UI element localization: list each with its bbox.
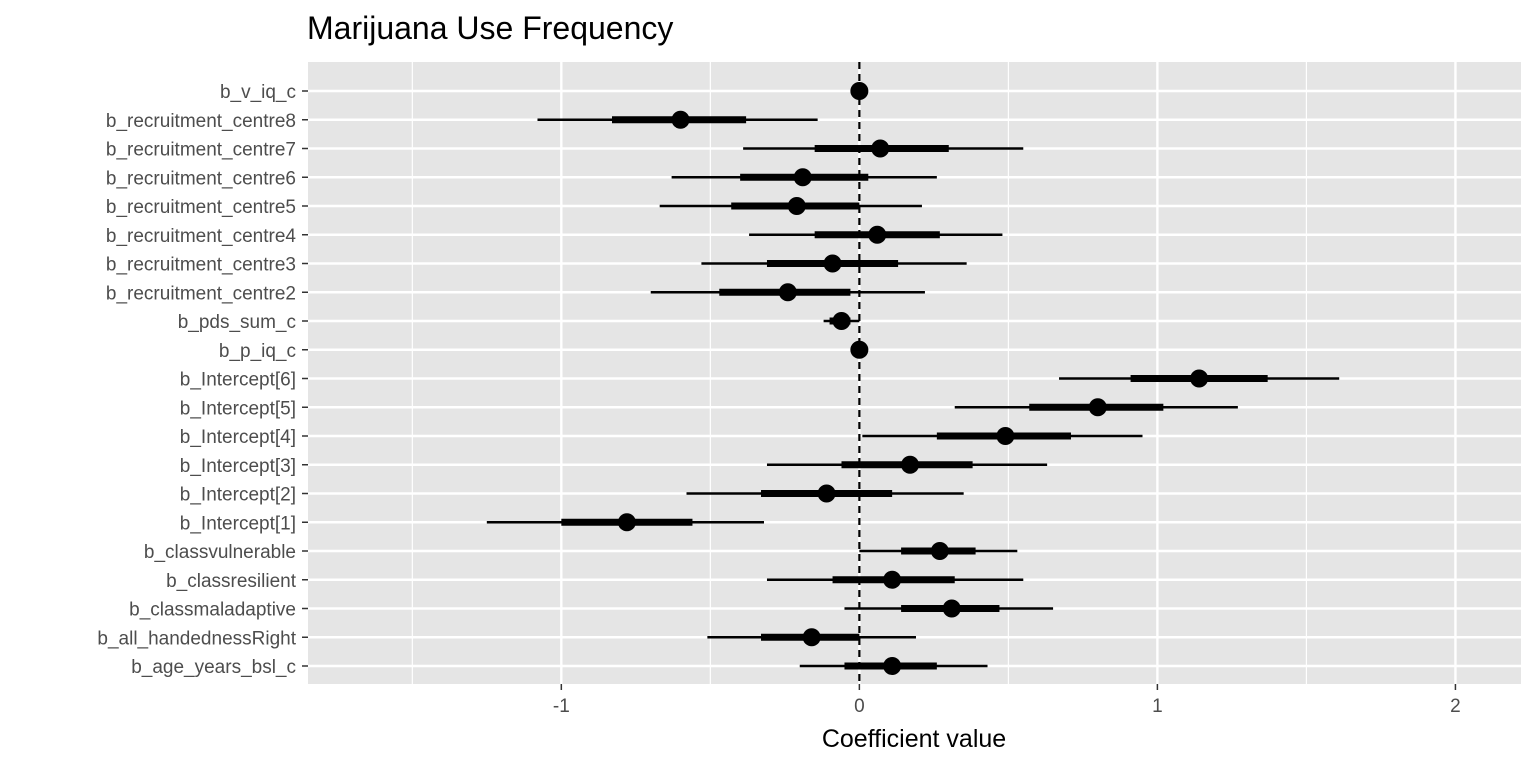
y-tick-label: b_v_iq_c <box>220 82 296 103</box>
y-tick-label: b_Intercept[6] <box>180 370 296 391</box>
y-tick-label: b_p_iq_c <box>219 341 296 362</box>
x-tick-label: 0 <box>854 696 865 717</box>
estimate-point <box>1190 369 1209 388</box>
x-tick-label: -1 <box>553 696 570 717</box>
estimate-point <box>850 340 869 359</box>
y-tick-label: b_recruitment_centre3 <box>106 255 296 276</box>
plot-panel <box>308 62 1521 684</box>
estimate-point <box>617 513 636 532</box>
y-tick-label: b_Intercept[1] <box>180 513 296 534</box>
estimate-point <box>871 139 890 158</box>
estimate-point <box>823 254 842 273</box>
estimate-point <box>802 628 821 647</box>
estimate-point <box>787 197 806 215</box>
point-layer <box>617 82 1209 675</box>
y-tick-label: b_recruitment_centre6 <box>106 168 296 189</box>
y-tick-label: b_classmaladaptive <box>129 600 296 621</box>
estimate-point <box>778 283 797 302</box>
x-axis: -1 0 1 2 <box>553 684 1461 717</box>
estimate-point <box>930 542 949 560</box>
y-tick-label: b_recruitment_centre2 <box>106 283 296 304</box>
y-tick-label: b_all_handednessRight <box>97 628 296 649</box>
x-tick-label: 2 <box>1450 696 1461 717</box>
estimate-point <box>793 168 812 187</box>
estimate-point <box>996 427 1015 445</box>
y-tick-label: b_recruitment_centre5 <box>106 197 296 218</box>
x-axis-label: Coefficient value <box>822 725 1006 753</box>
chart-title: Marijuana Use Frequency <box>307 10 673 46</box>
y-tick-label: b_Intercept[5] <box>180 398 296 419</box>
estimate-point <box>901 455 920 474</box>
y-tick-label: b_recruitment_centre8 <box>106 111 296 132</box>
estimate-point <box>1088 398 1107 417</box>
y-tick-label: b_Intercept[4] <box>180 427 296 448</box>
y-tick-label: b_recruitment_centre7 <box>106 140 296 161</box>
estimate-point <box>817 484 836 503</box>
y-axis: b_v_iq_c b_recruitment_centre8 b_recruitme… <box>97 82 308 678</box>
y-tick-label: b_classresilient <box>166 571 297 592</box>
y-tick-label: b_recruitment_centre4 <box>106 226 297 247</box>
estimate-point <box>850 82 869 100</box>
y-tick-label: b_Intercept[3] <box>180 456 296 477</box>
estimate-point <box>868 225 887 244</box>
estimate-point <box>942 599 961 618</box>
estimate-point <box>832 312 851 330</box>
y-tick-label: b_classvulnerable <box>144 542 296 563</box>
x-tick-label: 1 <box>1152 696 1163 717</box>
y-tick-label: b_age_years_bsl_c <box>131 657 296 678</box>
estimate-point <box>883 570 902 589</box>
y-tick-label: b_Intercept[2] <box>180 485 296 506</box>
estimate-point <box>671 110 690 129</box>
estimate-point <box>883 657 902 675</box>
y-tick-label: b_pds_sum_c <box>178 312 296 333</box>
